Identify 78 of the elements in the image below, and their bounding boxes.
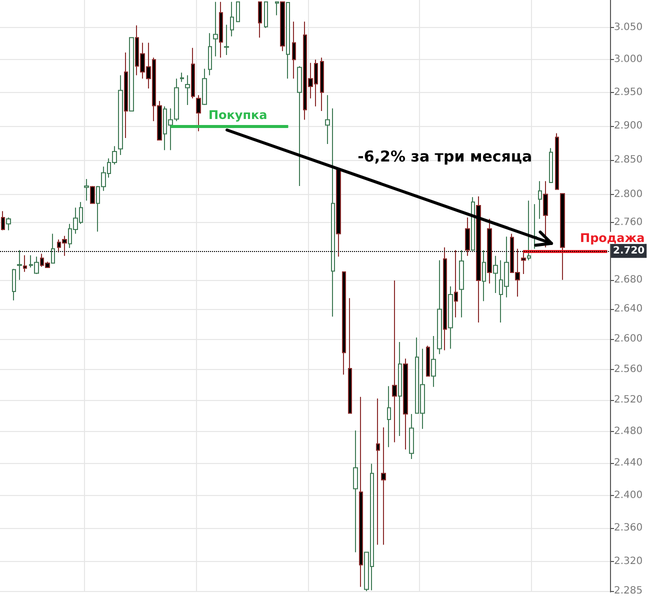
candlestick <box>403 358 408 450</box>
candlestick <box>292 21 296 80</box>
candlestick <box>90 185 95 204</box>
candlestick <box>236 1 240 22</box>
y-tick-label: 2.680 <box>614 274 643 286</box>
y-tick-label: 3.000 <box>614 54 643 66</box>
y-tick-label: 2.760 <box>614 216 643 228</box>
candlestick <box>191 47 195 99</box>
y-tick-label: 3.050 <box>614 22 643 33</box>
candlestick <box>275 1 279 16</box>
candlestick <box>51 233 55 264</box>
candlestick <box>325 94 330 145</box>
ref-line-label: Продажа <box>580 230 645 245</box>
candlestick <box>359 396 363 588</box>
candlestick <box>437 260 442 355</box>
candlestick <box>376 398 380 546</box>
candlestick <box>459 250 464 318</box>
candlestick <box>297 66 302 186</box>
candlestick <box>381 426 386 546</box>
candlestick <box>180 72 184 82</box>
candlestick <box>23 254 27 272</box>
y-tick-label: 2.320 <box>614 556 643 567</box>
y-tick-label: 2.600 <box>614 334 643 344</box>
candlestick <box>196 94 201 132</box>
candlestick <box>84 178 89 202</box>
candlestick <box>219 1 223 58</box>
y-tick-label: 2.900 <box>614 120 643 132</box>
candlestick <box>549 148 553 183</box>
candlestick <box>17 250 22 280</box>
y-tick-label: 2.360 <box>614 522 643 534</box>
candlestick <box>538 180 542 220</box>
annotation: -6,2% за три месяца <box>358 147 532 166</box>
candlestick <box>258 1 262 38</box>
candlestick <box>320 57 324 112</box>
candlestick <box>118 74 123 156</box>
y-tick-label: 2.560 <box>614 364 643 375</box>
candlestick <box>482 250 486 302</box>
y-tick-label: 2.400 <box>614 490 643 501</box>
candlestick <box>202 68 207 106</box>
y-tick-label: 2.480 <box>614 426 643 437</box>
candlestick <box>224 24 229 56</box>
candlestick <box>208 32 212 76</box>
candlestick <box>448 286 453 350</box>
candlestick <box>264 1 268 28</box>
candlestick <box>185 74 190 106</box>
candlestick <box>387 386 391 448</box>
candlestick <box>493 255 498 294</box>
y-tick-label: 2.800 <box>614 188 643 200</box>
candlestick <box>1 210 5 231</box>
candlestick <box>342 271 346 376</box>
ref-line-label: Покупка <box>208 108 268 122</box>
candlestick <box>527 200 531 261</box>
candlestick <box>409 414 414 460</box>
candlestick <box>471 196 475 251</box>
candlestick <box>555 132 559 190</box>
candlestick <box>353 430 358 553</box>
y-tick-label: 2.950 <box>614 86 643 98</box>
y-tick-label: 2.285 <box>614 586 643 597</box>
y-tick-label: 2.440 <box>614 458 643 469</box>
candlestick <box>543 180 548 248</box>
candlestick <box>331 108 335 318</box>
y-tick-label: 2.850 <box>614 154 643 166</box>
candlestick <box>426 345 430 377</box>
y-tick-label: 2.520 <box>614 394 643 406</box>
candlestick <box>431 336 436 388</box>
candlestick <box>213 1 218 57</box>
candlestick <box>398 342 402 436</box>
candlestick <box>286 2 290 80</box>
candlestick <box>230 1 234 37</box>
candlestick <box>124 52 128 138</box>
candlestick <box>129 37 134 112</box>
candlestick <box>348 298 352 414</box>
candlestick <box>12 268 16 301</box>
candlestick <box>392 280 397 443</box>
ref-line-label: 2.720 <box>613 245 645 256</box>
y-tick-label: 2.640 <box>614 304 643 315</box>
candlestick <box>280 1 285 52</box>
candlestick <box>6 216 11 231</box>
